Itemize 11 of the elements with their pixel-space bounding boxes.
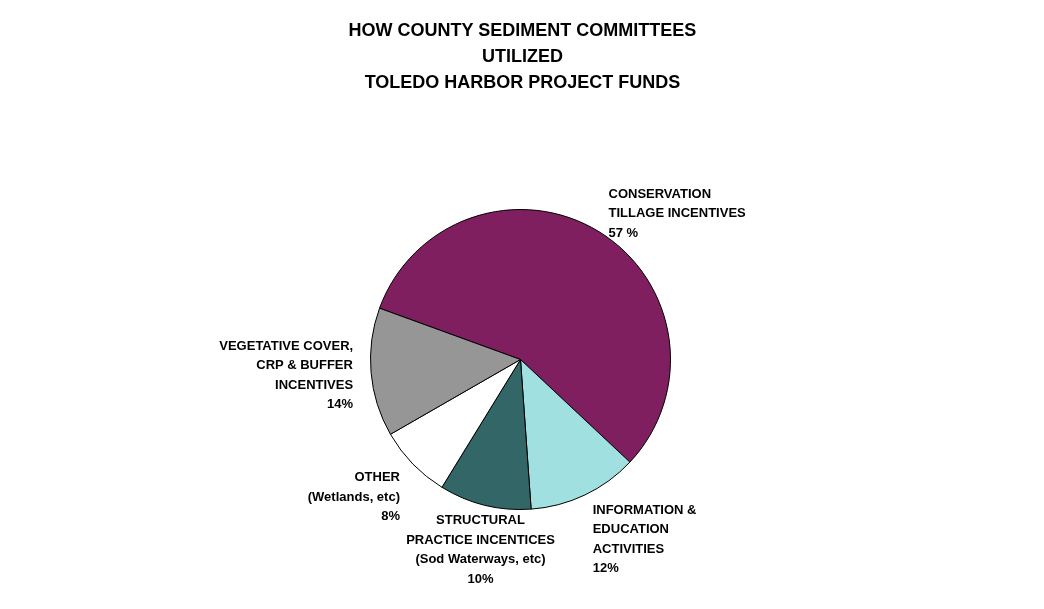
data-label: 12%	[592, 560, 620, 576]
chart-title: HOW COUNTY SEDIMENT COMMITTEES UTILIZED TOLEDO HARBOR PROJECT FUNDS	[348, 19, 697, 92]
slice-label: CONSERVATION TILLAGE INCENTIVES	[608, 185, 747, 221]
data-label: 8%	[381, 508, 401, 524]
slice-label: VEGETATIVE COVER, CRP & BUFFER INCENTIVES	[219, 337, 354, 392]
data-label: 57 %	[608, 224, 639, 240]
slice-label: STRUCTURAL PRACTICE INCENTICES (Sod Waterways, etc)	[406, 512, 556, 567]
data-label: 14%	[327, 396, 354, 412]
data-label: 10%	[467, 570, 494, 586]
slice-label: INFORMATION & EDUCATION ACTIVITIES	[592, 501, 697, 556]
slice-label: OTHER (Wetlands, etc)	[307, 469, 401, 504]
